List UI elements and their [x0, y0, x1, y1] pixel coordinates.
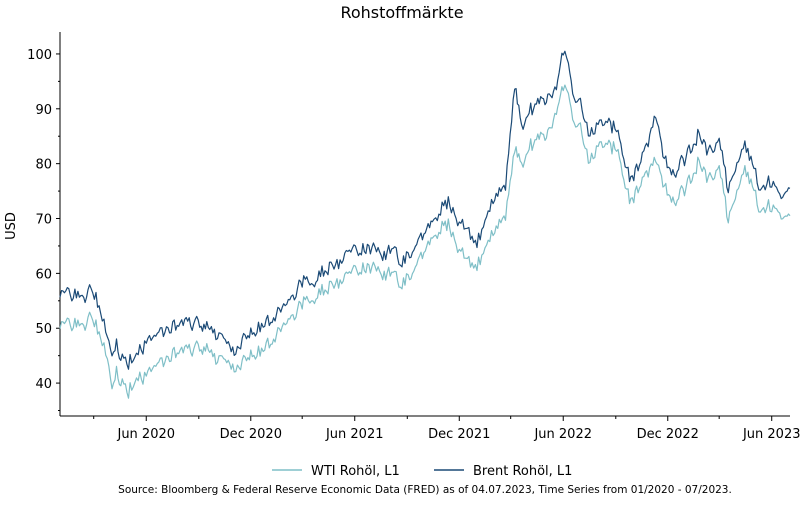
- x-ticks: Jun 2020 Dec 2020 Jun 2021 Dec 2021 Jun 2022…: [93, 416, 801, 442]
- chart-title: Rohstoffmärkte: [340, 3, 463, 22]
- series-line-brent: [59, 50, 791, 370]
- y-tick-label: 40: [35, 377, 52, 392]
- x-tick-label: Dec 2021: [428, 427, 490, 442]
- series-line-wti: [59, 84, 791, 399]
- x-tick-label: Dec 2020: [220, 427, 282, 442]
- x-tick-label: Jun 2020: [116, 427, 175, 442]
- y-axis-title: USD: [4, 212, 19, 240]
- y-tick-label: 60: [35, 267, 52, 282]
- y-tick-label: 70: [35, 213, 52, 228]
- y-tick-label: 80: [35, 158, 52, 173]
- x-tick-label: Jun 2022: [533, 427, 592, 442]
- legend: WTI Rohöl, L1 Brent Rohöl, L1: [272, 464, 572, 479]
- x-tick-label: Dec 2022: [637, 427, 699, 442]
- legend-label: Brent Rohöl, L1: [473, 464, 572, 479]
- x-tick-label: Jun 2021: [325, 427, 384, 442]
- y-tick-label: 100: [27, 48, 52, 63]
- x-tick-label: Jun 2023: [742, 427, 801, 442]
- y-tick-label: 50: [35, 322, 52, 337]
- y-ticks: 40 50 60 70 80 90 100: [27, 48, 60, 412]
- plot-area: 40 50 60 70 80 90 100 Jun 2020 Dec 2020 Jun 2021…: [27, 32, 800, 442]
- y-tick-label: 90: [35, 103, 52, 118]
- series-lines: [59, 50, 791, 399]
- legend-label: WTI Rohöl, L1: [311, 464, 400, 479]
- source-note: Source: Bloomberg & Federal Reserve Econ…: [118, 484, 732, 496]
